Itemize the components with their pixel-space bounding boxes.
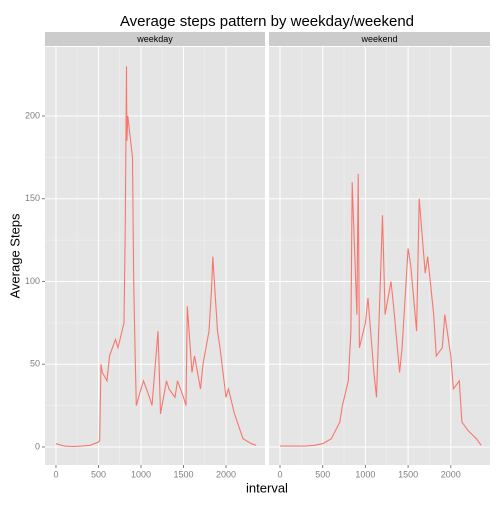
x-tick-label: 2000 <box>441 469 461 479</box>
y-axis-label: Average Steps <box>7 213 22 299</box>
strip-background <box>45 32 265 46</box>
strip-label: weekday <box>136 34 173 44</box>
x-tick-label: 1000 <box>131 469 151 479</box>
y-tick-label: 200 <box>25 110 40 120</box>
x-tick-label: 500 <box>91 469 106 479</box>
x-axis-label: interval <box>246 480 288 495</box>
x-tick-label: 500 <box>315 469 330 479</box>
panel-background <box>45 47 265 465</box>
x-tick-label: 0 <box>278 469 283 479</box>
y-tick-label: 50 <box>30 359 40 369</box>
x-tick-label: 1000 <box>355 469 375 479</box>
chart-title: Average steps pattern by weekday/weekend <box>120 13 414 30</box>
series-line <box>55 66 257 448</box>
x-tick-label: 1500 <box>398 469 418 479</box>
y-tick-label: 0 <box>35 441 40 451</box>
y-tick-label: 100 <box>25 276 40 286</box>
x-tick-label: 0 <box>53 469 58 479</box>
strip-label: weekend <box>360 34 397 44</box>
x-tick-label: 2000 <box>216 469 236 479</box>
panel-background <box>269 47 490 465</box>
y-tick-label: 150 <box>25 193 40 203</box>
strip-background <box>269 32 490 46</box>
x-tick-label: 1500 <box>173 469 193 479</box>
series-line <box>280 173 482 447</box>
